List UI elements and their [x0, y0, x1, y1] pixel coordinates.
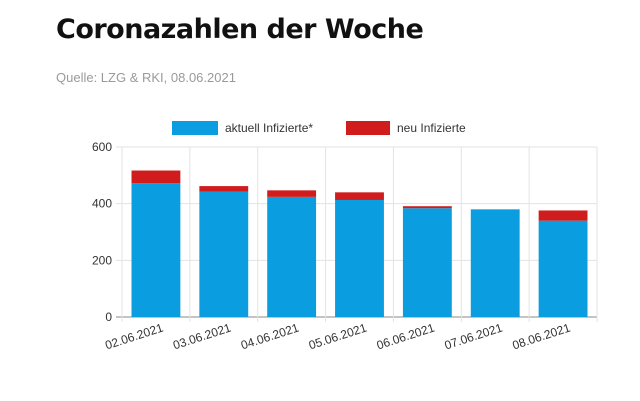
legend-swatch — [172, 121, 218, 135]
page-title: Coronazahlen der Woche — [56, 14, 424, 45]
bar-neu-infizierte — [335, 192, 384, 200]
x-tick-label: 04.06.2021 — [239, 320, 301, 352]
bar-neu-infizierte — [402, 206, 452, 209]
x-tick-label: 02.06.2021 — [103, 320, 165, 352]
legend: aktuell Infizierte* neu Infizierte — [172, 121, 466, 135]
y-tick-label: 200 — [92, 253, 112, 267]
legend-label: neu Infizierte — [397, 121, 466, 135]
bar-aktuell-infizierte — [470, 209, 520, 317]
bar-neu-infizierte — [267, 190, 317, 197]
y-tick-label: 600 — [92, 140, 112, 154]
bars — [131, 170, 588, 317]
x-tick-label: 06.06.2021 — [375, 320, 437, 352]
y-tick-label: 400 — [92, 197, 112, 211]
legend-swatch — [346, 121, 390, 135]
bar-aktuell-infizierte — [267, 196, 317, 317]
bar-neu-infizierte — [538, 210, 588, 221]
x-tick-label: 07.06.2021 — [443, 320, 505, 352]
bar-neu-infizierte — [131, 170, 181, 184]
bar-aktuell-infizierte — [131, 183, 181, 317]
y-tick-label: 0 — [105, 310, 112, 324]
bar-aktuell-infizierte — [402, 208, 452, 317]
bar-aktuell-infizierte — [199, 191, 249, 317]
bar-aktuell-infizierte — [335, 199, 384, 317]
legend-label: aktuell Infizierte* — [225, 121, 313, 135]
source-note: Quelle: LZG & RKI, 08.06.2021 — [56, 70, 236, 85]
x-tick-label: 08.06.2021 — [511, 320, 573, 352]
bar-aktuell-infizierte — [538, 220, 588, 317]
bar-neu-infizierte — [199, 186, 249, 192]
x-tick-label: 03.06.2021 — [171, 320, 233, 352]
x-tick-label: 05.06.2021 — [307, 320, 369, 352]
